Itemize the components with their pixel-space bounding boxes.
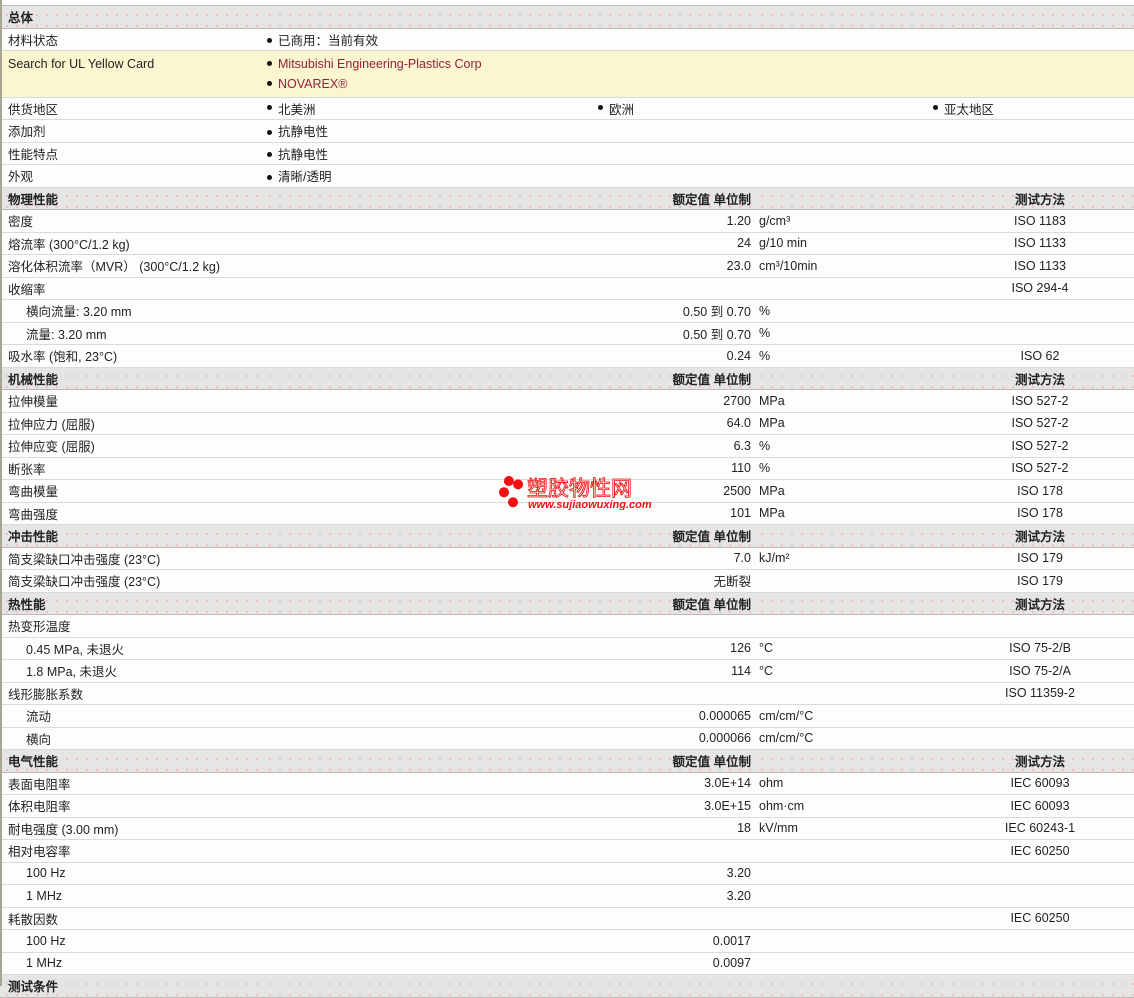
svg-text:www.sujiaowuxing.com: www.sujiaowuxing.com [528, 499, 652, 510]
svg-text:塑胶物性网: 塑胶物性网 [527, 478, 632, 501]
